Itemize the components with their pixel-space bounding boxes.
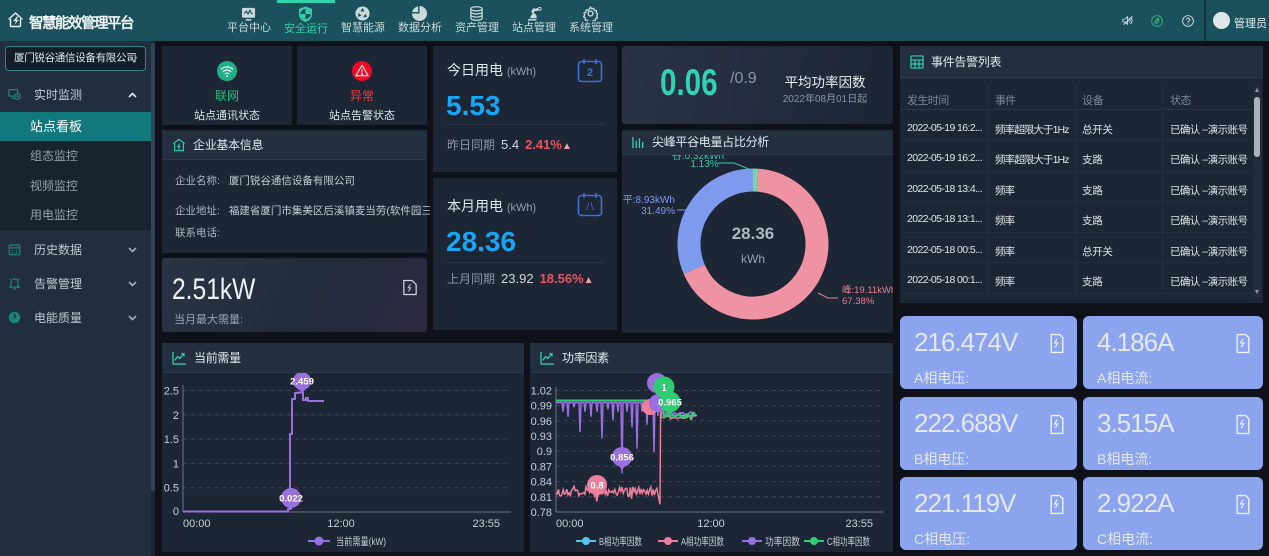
svg-text:0: 0 bbox=[173, 506, 179, 518]
svg-text:1.13%: 1.13% bbox=[690, 159, 718, 170]
svg-text:功率因数: 功率因数 bbox=[765, 535, 800, 548]
svg-text:0.022: 0.022 bbox=[279, 494, 303, 505]
svg-text:C相功率因数: C相功率因数 bbox=[827, 535, 870, 548]
svg-text:0.8: 0.8 bbox=[590, 481, 603, 492]
svg-text:2: 2 bbox=[587, 67, 593, 79]
svg-text:1.5: 1.5 bbox=[164, 434, 179, 446]
svg-text:B相功率因数: B相功率因数 bbox=[599, 535, 642, 548]
svg-text:0.87: 0.87 bbox=[531, 461, 552, 473]
svg-text:峰:19.11kWh: 峰:19.11kWh bbox=[842, 285, 893, 296]
svg-text:31.49%: 31.49% bbox=[641, 206, 675, 217]
svg-text:2.459: 2.459 bbox=[290, 377, 314, 388]
svg-text:0.5: 0.5 bbox=[164, 483, 179, 495]
svg-text:1.02: 1.02 bbox=[531, 386, 552, 398]
svg-text:当前需量(kW): 当前需量(kW) bbox=[336, 535, 386, 548]
svg-text:0.965: 0.965 bbox=[658, 398, 682, 409]
svg-text:0.78: 0.78 bbox=[531, 507, 552, 519]
svg-text:23:55: 23:55 bbox=[472, 518, 500, 530]
svg-text:平:8.93kWh: 平:8.93kWh bbox=[623, 195, 675, 206]
svg-text:1: 1 bbox=[173, 458, 179, 470]
svg-text:0.856: 0.856 bbox=[610, 453, 634, 464]
svg-text:00:00: 00:00 bbox=[183, 518, 211, 530]
svg-text:00:00: 00:00 bbox=[556, 518, 584, 530]
svg-text:23:55: 23:55 bbox=[845, 518, 873, 530]
svg-text:2.5: 2.5 bbox=[164, 386, 179, 398]
svg-text:kWh: kWh bbox=[741, 252, 765, 266]
svg-text:0.9: 0.9 bbox=[537, 446, 552, 458]
svg-text:1: 1 bbox=[661, 383, 667, 394]
svg-text:28.36: 28.36 bbox=[732, 224, 775, 243]
svg-text:2: 2 bbox=[173, 410, 179, 422]
svg-text:12:00: 12:00 bbox=[697, 518, 725, 530]
svg-text:12:00: 12:00 bbox=[327, 518, 355, 530]
svg-text:0.81: 0.81 bbox=[531, 492, 552, 504]
svg-text:0.84: 0.84 bbox=[531, 477, 552, 489]
svg-text:0.99: 0.99 bbox=[531, 401, 552, 413]
svg-text:A相功率因数: A相功率因数 bbox=[681, 535, 724, 548]
svg-text:67.38%: 67.38% bbox=[842, 296, 875, 307]
svg-text:0.96: 0.96 bbox=[531, 416, 552, 428]
svg-text:0.93: 0.93 bbox=[531, 431, 552, 443]
svg-text:八: 八 bbox=[585, 202, 595, 213]
